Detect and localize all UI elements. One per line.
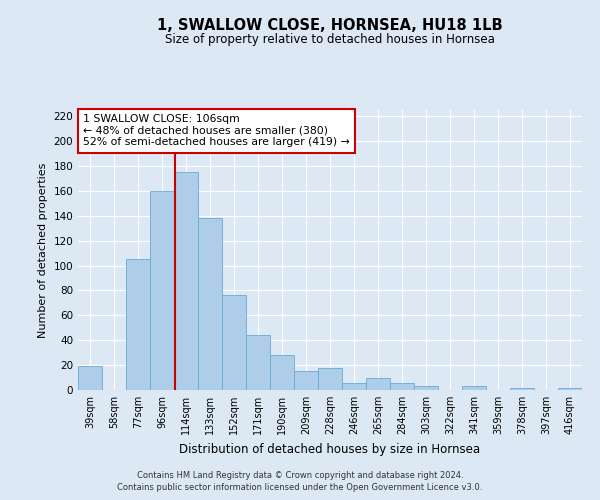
Y-axis label: Number of detached properties: Number of detached properties	[38, 162, 48, 338]
Bar	[462, 386, 486, 390]
Text: Contains public sector information licensed under the Open Government Licence v3: Contains public sector information licen…	[118, 484, 482, 492]
Bar	[246, 335, 270, 390]
Text: Contains HM Land Registry data © Crown copyright and database right 2024.: Contains HM Land Registry data © Crown c…	[137, 471, 463, 480]
Bar	[126, 260, 150, 390]
Bar	[150, 191, 174, 390]
Bar	[366, 378, 390, 390]
Bar	[342, 382, 366, 390]
Bar	[510, 388, 534, 390]
Bar	[294, 372, 318, 390]
Bar	[198, 218, 222, 390]
Bar	[222, 296, 246, 390]
Bar	[174, 172, 198, 390]
Bar	[270, 355, 294, 390]
Text: 1, SWALLOW CLOSE, HORNSEA, HU18 1LB: 1, SWALLOW CLOSE, HORNSEA, HU18 1LB	[157, 18, 503, 32]
Bar	[558, 388, 582, 390]
Bar	[414, 386, 438, 390]
Text: 1 SWALLOW CLOSE: 106sqm
← 48% of detached houses are smaller (380)
52% of semi-d: 1 SWALLOW CLOSE: 106sqm ← 48% of detache…	[83, 114, 350, 148]
X-axis label: Distribution of detached houses by size in Hornsea: Distribution of detached houses by size …	[179, 442, 481, 456]
Bar	[78, 366, 102, 390]
Text: Size of property relative to detached houses in Hornsea: Size of property relative to detached ho…	[165, 32, 495, 46]
Bar	[318, 368, 342, 390]
Bar	[390, 382, 414, 390]
